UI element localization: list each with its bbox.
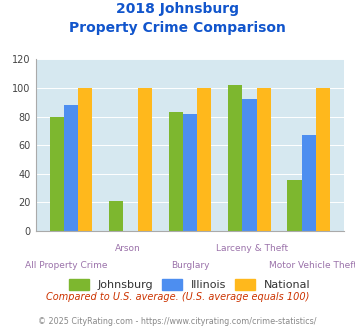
Text: Arson: Arson [115,244,141,253]
Bar [197,88,211,231]
Text: Motor Vehicle Theft: Motor Vehicle Theft [269,261,355,270]
Text: Property Crime Comparison: Property Crime Comparison [69,21,286,35]
Bar [316,88,330,231]
Text: Compared to U.S. average. (U.S. average equals 100): Compared to U.S. average. (U.S. average … [46,292,309,302]
Text: © 2025 CityRating.com - https://www.cityrating.com/crime-statistics/: © 2025 CityRating.com - https://www.city… [38,317,317,326]
Bar [183,114,197,231]
Legend: Johnsburg, Illinois, National: Johnsburg, Illinois, National [65,274,315,295]
Text: All Property Crime: All Property Crime [25,261,108,270]
Bar [288,180,302,231]
Text: Larceny & Theft: Larceny & Theft [215,244,288,253]
Bar [109,201,123,231]
Bar [50,116,64,231]
Bar [257,88,271,231]
Text: 2018 Johnsburg: 2018 Johnsburg [116,2,239,16]
Bar [228,85,242,231]
Bar [138,88,152,231]
Bar [78,88,92,231]
Bar [242,99,257,231]
Text: Burglary: Burglary [171,261,209,270]
Bar [169,112,183,231]
Bar [64,105,78,231]
Bar [302,135,316,231]
